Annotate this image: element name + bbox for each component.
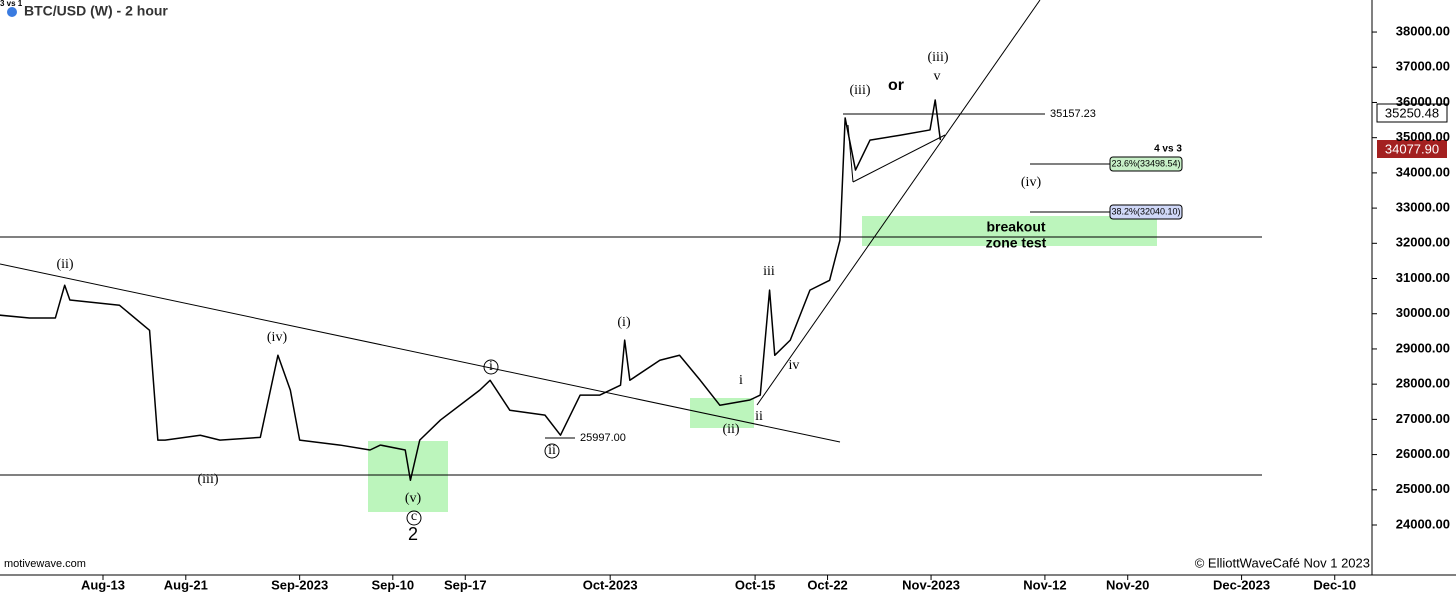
wave-label: iii xyxy=(763,264,775,279)
circle xyxy=(483,359,499,375)
zone xyxy=(368,441,448,512)
zone xyxy=(690,398,754,428)
x-tick-label: Sep-10 xyxy=(371,577,414,592)
price-tag xyxy=(1377,140,1447,158)
price-tag-label: 34077.90 xyxy=(1385,141,1439,156)
y-tick-label: 35000.00 xyxy=(1396,129,1450,144)
note: 4 vs 3 xyxy=(1154,144,1182,155)
price-line xyxy=(0,99,942,482)
x-tick-label: Dec-2023 xyxy=(1213,577,1270,592)
wave-label: (ii) xyxy=(56,257,73,272)
zone-label: zone test xyxy=(986,235,1047,251)
wave-label: ii xyxy=(548,443,556,458)
x-tick-label: Oct-15 xyxy=(735,577,775,592)
y-tick-label: 36000.00 xyxy=(1396,94,1450,109)
y-tick-label: 26000.00 xyxy=(1396,446,1450,461)
fib-label: 38.2%(32040.10) xyxy=(1111,206,1180,216)
wave-label: v xyxy=(934,69,941,84)
y-tick-label: 32000.00 xyxy=(1396,235,1450,250)
watermark: motivewave.com xyxy=(4,558,86,570)
wave-label: (iii) xyxy=(928,50,949,65)
wave-label: (iv) xyxy=(1021,175,1042,190)
y-tick-label: 28000.00 xyxy=(1396,376,1450,391)
wave-label: (iii) xyxy=(850,83,871,98)
y-tick-label: 25000.00 xyxy=(1396,481,1450,496)
wave-label: (v) xyxy=(405,491,422,506)
y-tick-label: 38000.00 xyxy=(1396,23,1450,38)
wave-label: ii xyxy=(755,409,763,424)
wave-label: (iii) xyxy=(198,472,219,487)
chart-title: BTC/USD (W) - 2 hour xyxy=(24,3,168,19)
x-tick-label: Oct-22 xyxy=(807,577,847,592)
wave-label: c xyxy=(411,509,417,524)
y-tick-label: 37000.00 xyxy=(1396,59,1450,74)
level-label: 25997.00 xyxy=(580,432,626,444)
fib-box xyxy=(1109,156,1183,172)
fib-label: 23.6%(33498.54) xyxy=(1111,158,1180,168)
y-tick-label: 24000.00 xyxy=(1396,516,1450,531)
x-tick-label: Aug-13 xyxy=(81,577,125,592)
wave-label: i xyxy=(489,359,493,374)
wave-label: (i) xyxy=(617,315,631,330)
x-tick-label: Sep-17 xyxy=(444,577,487,592)
wave-label: (iv) xyxy=(267,330,288,345)
x-tick-label: Nov-2023 xyxy=(902,577,960,592)
wave-label: 2 xyxy=(408,524,418,544)
x-tick-label: Oct-2023 xyxy=(583,577,638,592)
note: or xyxy=(888,77,904,94)
y-tick-label: 30000.00 xyxy=(1396,305,1450,320)
circle xyxy=(406,510,422,526)
y-tick-label: 29000.00 xyxy=(1396,340,1450,355)
fib-box xyxy=(1109,204,1183,220)
zone xyxy=(862,216,1157,246)
wave-label: iv xyxy=(789,358,800,373)
x-tick-label: Nov-12 xyxy=(1023,577,1066,592)
corner-label: 3 vs 1 xyxy=(0,0,23,8)
y-tick-label: 34000.00 xyxy=(1396,164,1450,179)
x-tick-label: Nov-20 xyxy=(1106,577,1149,592)
x-tick-label: Sep-2023 xyxy=(271,577,328,592)
x-tick-label: Dec-10 xyxy=(1313,577,1356,592)
x-tick-label: Aug-21 xyxy=(164,577,208,592)
symbol-dot xyxy=(7,7,17,17)
trend-line xyxy=(0,263,841,443)
copyright: © ElliottWaveCafé Nov 1 2023 xyxy=(1195,555,1370,570)
zone-label: breakout xyxy=(986,219,1045,235)
wave-label: i xyxy=(739,373,743,388)
y-tick-label: 31000.00 xyxy=(1396,270,1450,285)
price-tag-label: 35250.48 xyxy=(1385,105,1439,120)
circle xyxy=(544,443,560,459)
level-label: 35157.23 xyxy=(1050,108,1096,120)
y-tick-label: 27000.00 xyxy=(1396,411,1450,426)
trend-line xyxy=(756,0,1041,406)
triangle-line xyxy=(852,134,946,183)
wave-label: (ii) xyxy=(722,422,739,437)
price-tag xyxy=(1376,103,1448,123)
y-tick-label: 33000.00 xyxy=(1396,200,1450,215)
